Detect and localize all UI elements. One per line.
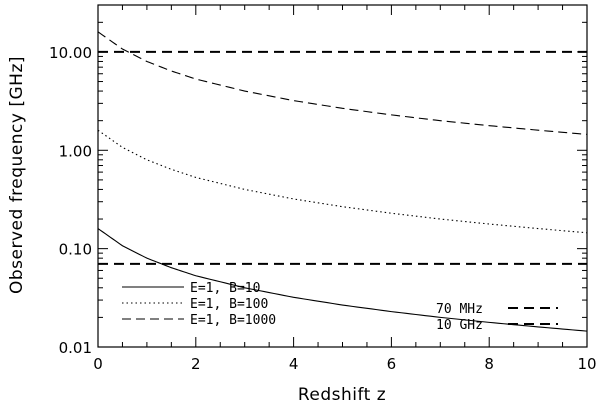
y-tick-label: 10.00 xyxy=(49,44,92,62)
x-tick-label: 0 xyxy=(93,355,103,373)
ticks-layer xyxy=(97,4,588,348)
tick-labels-layer: 0 2 4 6 8 10 0.01 0.10 1.00 10.00 xyxy=(49,44,597,373)
legend-ref-label-1: 70 MHz xyxy=(436,302,483,317)
series-line-3 xyxy=(98,31,587,135)
legend-ref-label-2: 10 GHz xyxy=(436,318,483,333)
series-line-1 xyxy=(98,228,587,332)
x-tick-label: 8 xyxy=(484,355,494,373)
legend-label-2: E=1, B=100 xyxy=(190,297,268,312)
plot-frame-layer xyxy=(97,4,588,348)
series-layer xyxy=(98,31,587,332)
x-tick-label: 4 xyxy=(289,355,299,373)
y-tick-label: 0.10 xyxy=(59,241,92,259)
legend-label-3: E=1, B=1000 xyxy=(190,313,276,328)
series-line-2 xyxy=(98,129,587,234)
legend-label-1: E=1, B=10 xyxy=(190,281,260,296)
y-axis-title: Observed frequency [GHz] xyxy=(7,56,27,294)
x-axis-title: Redshift z xyxy=(298,385,386,405)
y-tick-label: 0.01 xyxy=(59,339,92,357)
x-tick-label: 6 xyxy=(387,355,397,373)
y-tick-label: 1.00 xyxy=(59,142,92,160)
plot-frame xyxy=(97,4,588,348)
x-tick-label: 2 xyxy=(191,355,201,373)
x-tick-label: 10 xyxy=(577,355,596,373)
